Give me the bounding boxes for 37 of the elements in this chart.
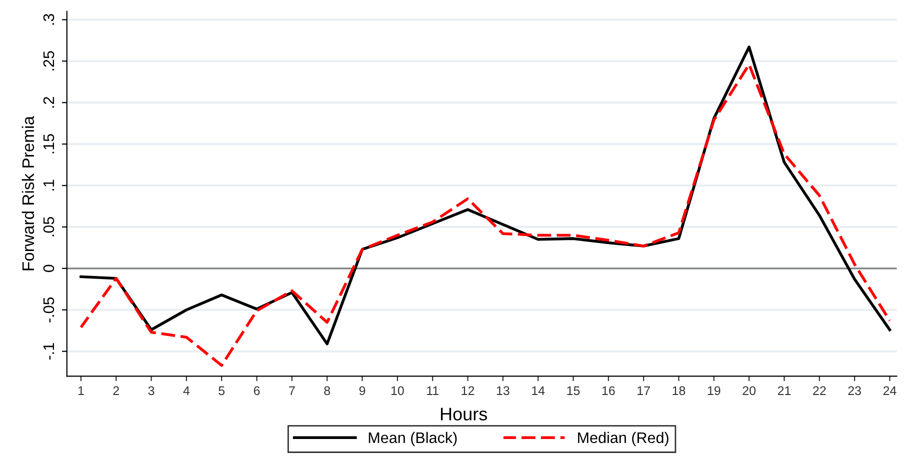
x-tick-label: 21 xyxy=(778,386,791,395)
x-tick-label: 17 xyxy=(638,386,650,395)
x-tick-label: 10 xyxy=(391,386,404,396)
x-tick-label: 4 xyxy=(183,386,190,395)
x-tick-label: 8 xyxy=(324,386,330,396)
x-tick-label: 6 xyxy=(254,386,260,396)
x-tick-label: 14 xyxy=(532,386,545,395)
y-tick-label: .1 xyxy=(43,180,54,190)
x-tick-label: 18 xyxy=(672,386,686,396)
x-tick-label: 22 xyxy=(813,386,826,395)
x-axis-title: Hours xyxy=(440,408,488,420)
x-tick-label: 19 xyxy=(708,386,720,396)
x-tick-label: 9 xyxy=(359,386,366,396)
x-tick-label: 16 xyxy=(602,386,615,396)
x-tick-label: 1 xyxy=(78,386,84,395)
y-tick-label: -.05 xyxy=(43,297,54,322)
y-tick-label: .05 xyxy=(43,216,54,236)
y-tick-label: -.1 xyxy=(43,343,54,360)
y-axis-title: Forward Risk Premia xyxy=(22,116,34,270)
x-tick-label: 5 xyxy=(218,386,225,396)
y-tick-label: .15 xyxy=(43,134,54,154)
legend-label: Median (Red) xyxy=(578,432,668,446)
x-tick-label: 13 xyxy=(496,386,510,396)
x-tick-label: 12 xyxy=(462,386,474,395)
x-tick-label: 3 xyxy=(148,386,154,396)
x-tick-label: 24 xyxy=(883,386,896,395)
x-tick-label: 15 xyxy=(567,386,580,396)
x-tick-label: 11 xyxy=(427,386,438,395)
y-tick-label: .2 xyxy=(43,96,54,108)
x-tick-label: 2 xyxy=(113,386,119,395)
x-tick-label: 7 xyxy=(289,386,295,395)
y-tick-label: .25 xyxy=(43,51,54,70)
legend-label: Mean (Black) xyxy=(368,432,457,446)
x-tick-label: 20 xyxy=(742,386,756,396)
y-tick-label: .3 xyxy=(43,14,54,25)
x-tick-label: 23 xyxy=(848,386,861,396)
y-tick-label: 0 xyxy=(43,264,54,272)
